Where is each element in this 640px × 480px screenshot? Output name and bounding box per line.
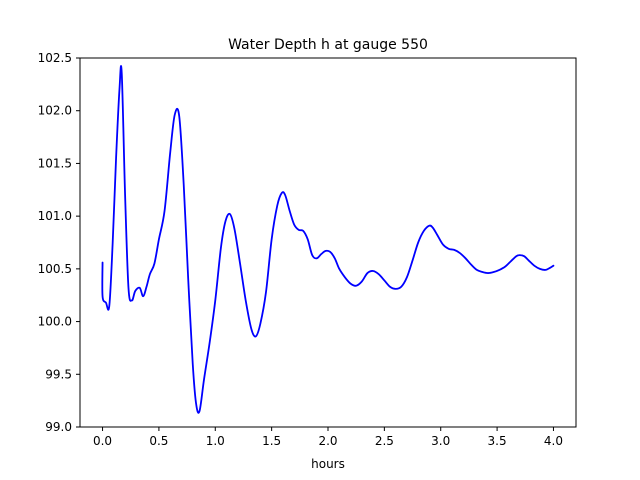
y-tick-label: 101.0 [38, 209, 72, 223]
y-tick-label: 99.5 [45, 367, 72, 381]
plot-area [101, 65, 555, 414]
x-tick-label: 0.0 [93, 434, 112, 448]
chart-title: Water Depth h at gauge 550 [228, 37, 428, 53]
x-tick-label: 3.5 [488, 434, 507, 448]
x-tick-label: 1.0 [206, 434, 225, 448]
series-line-0 [101, 65, 555, 414]
x-tick-label: 2.5 [375, 434, 394, 448]
y-tick-label: 99.0 [45, 420, 72, 434]
x-axis-ticks: 0.0 0.5 1.0 1.5 2.0 2.5 3.0 3.5 4.0 [93, 427, 563, 448]
y-tick-label: 102.0 [38, 104, 72, 118]
y-tick-label: 100.0 [38, 315, 72, 329]
x-axis-label: hours [311, 457, 345, 471]
y-tick-label: 101.5 [38, 156, 72, 170]
x-tick-label: 4.0 [544, 434, 563, 448]
axes-frame [79, 57, 577, 428]
x-tick-label: 3.0 [431, 434, 450, 448]
x-tick-label: 1.5 [262, 434, 281, 448]
x-tick-label: 2.0 [318, 434, 337, 448]
y-tick-label: 102.5 [38, 51, 72, 65]
x-tick-label: 0.5 [149, 434, 168, 448]
y-tick-label: 100.5 [38, 262, 72, 276]
y-axis-ticks: 99.0 99.5 100.0 100.5 101.0 101.5 102.0 102.5 [38, 51, 80, 434]
